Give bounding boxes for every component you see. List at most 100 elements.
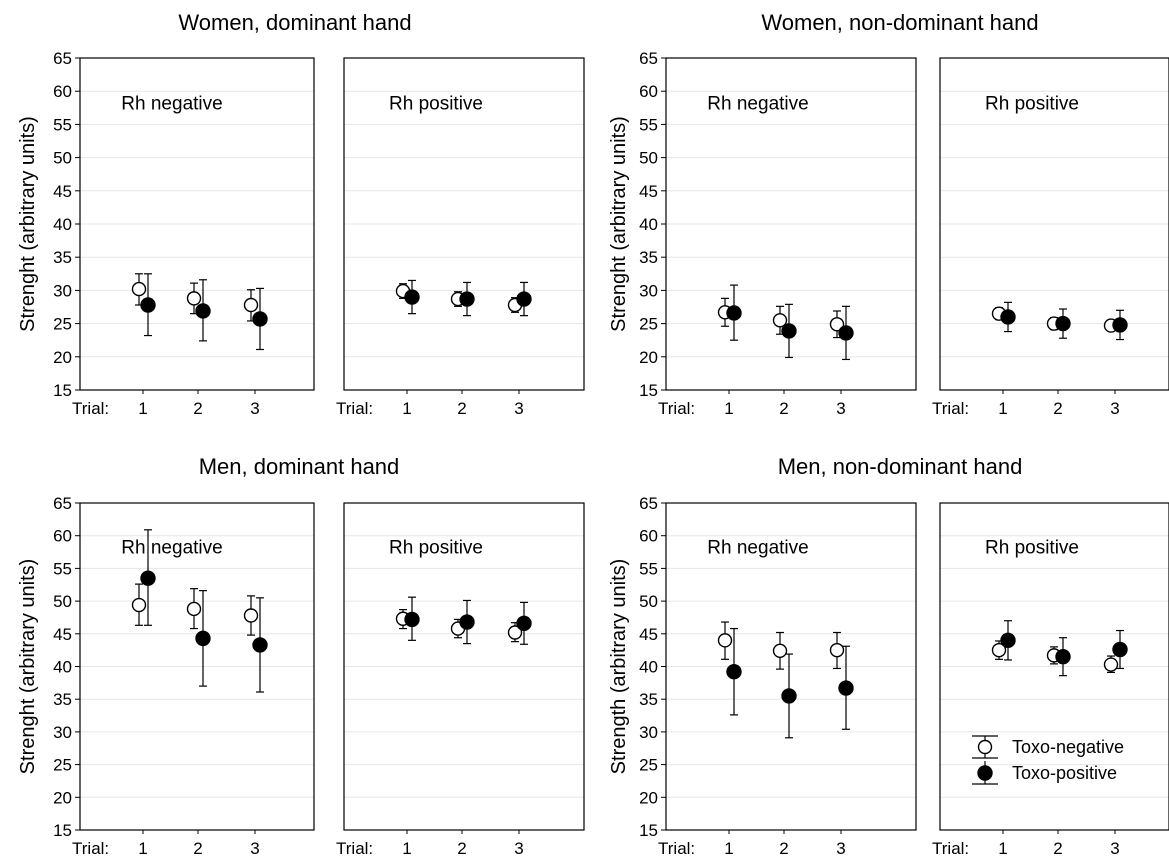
x-tick-label: 1 [138, 839, 147, 858]
y-tick-label: 20 [639, 788, 658, 807]
x-tick-label: 1 [998, 399, 1007, 418]
chart-group-4: Men, non-dominant hand Strength (arbitrar… [608, 454, 1169, 858]
data-point-toxo-positive [140, 297, 156, 313]
x-axis-prefix: Trial: [932, 839, 969, 858]
data-point-toxo-positive [252, 311, 268, 327]
y-tick-label: 35 [639, 690, 658, 709]
panel-rh-negative: Rh negative Trial: 1 2 3 [72, 502, 315, 858]
panel-label: Rh negative [707, 538, 808, 559]
chart-title: Men, non-dominant hand [778, 454, 1023, 479]
data-point-toxo-negative [186, 601, 202, 617]
y-tick-label: 50 [639, 149, 658, 168]
chart-group-2: Women, non-dominant hand Strenght (arbitr… [608, 10, 1169, 418]
panel-rh-positive: Rh positive Trial: 1 2 3 [336, 502, 585, 858]
chart-title: Women, non-dominant hand [761, 10, 1038, 35]
data-point-toxo-positive [726, 664, 742, 680]
y-tick-label: 35 [639, 248, 658, 267]
y-tick-label: 45 [639, 625, 658, 644]
y-tick-label: 45 [53, 625, 72, 644]
y-tick-label: 65 [53, 49, 72, 68]
y-tick-label: 20 [639, 348, 658, 367]
panel-frame [343, 57, 585, 391]
data-point-toxo-negative [772, 313, 788, 328]
x-tick-label: 1 [998, 839, 1007, 858]
x-tick-label: 2 [457, 399, 466, 418]
panel-label: Rh negative [121, 93, 222, 114]
legend-marker-toxo-negative [977, 739, 993, 755]
x-axis-prefix: Trial: [658, 839, 695, 858]
x-tick-label: 3 [514, 399, 523, 418]
panel-frame [939, 57, 1169, 391]
y-tick-label: 50 [53, 592, 72, 611]
panel-frame [79, 57, 315, 391]
y-tick-label: 40 [53, 215, 72, 234]
y-tick-label: 60 [639, 82, 658, 101]
data-point-toxo-negative [829, 317, 845, 332]
y-tick-label: 15 [639, 821, 658, 840]
y-tick-label: 65 [639, 49, 658, 68]
data-point-toxo-positive [516, 291, 532, 307]
data-point-toxo-positive [781, 688, 797, 704]
y-tick-label: 35 [53, 690, 72, 709]
panel-label: Rh positive [985, 538, 1079, 559]
x-tick-label: 2 [193, 399, 202, 418]
panel-frame [343, 502, 585, 831]
x-tick-label: 2 [193, 839, 202, 858]
x-tick-label: 2 [779, 399, 788, 418]
y-tick-label: 30 [53, 723, 72, 742]
panel-frame [665, 502, 917, 831]
data-point-toxo-negative [243, 297, 259, 313]
x-tick-label: 3 [514, 839, 523, 858]
data-point-toxo-positive [1112, 317, 1128, 333]
y-tick-label: 35 [53, 248, 72, 267]
panel-rh-positive: Rh positive Trial: 1 2 3 [932, 57, 1169, 418]
y-tick-label: 25 [53, 756, 72, 775]
data-point-toxo-negative [243, 608, 259, 623]
x-tick-label: 3 [836, 839, 845, 858]
panel-label: Rh positive [985, 93, 1079, 114]
data-point-toxo-positive [459, 614, 475, 630]
x-tick-label: 2 [779, 839, 788, 858]
x-tick-label: 3 [250, 839, 259, 858]
chart-title: Women, dominant hand [178, 10, 411, 35]
y-axis-label: Strenght (arbitrary units) [608, 116, 630, 332]
x-tick-label: 1 [138, 399, 147, 418]
x-tick-label: 3 [836, 399, 845, 418]
panel-frame [79, 502, 315, 831]
y-tick-label: 50 [53, 149, 72, 168]
x-tick-label: 2 [1053, 839, 1062, 858]
data-point-toxo-positive [838, 325, 854, 341]
chart-group-1: Women, dominant hand Strenght (arbitrary … [17, 10, 585, 418]
x-axis-prefix: Trial: [336, 399, 373, 418]
panel-label: Rh positive [389, 93, 483, 114]
y-tick-label: 30 [53, 281, 72, 300]
y-tick-label: 55 [639, 559, 658, 578]
y-tick-label: 55 [639, 115, 658, 134]
data-point-toxo-positive [252, 637, 268, 653]
y-tick-label: 30 [639, 723, 658, 742]
legend-marker-toxo-positive [977, 765, 993, 781]
data-point-toxo-positive [1055, 648, 1071, 665]
y-tick-label: 25 [53, 315, 72, 334]
panel-rh-negative: Rh negative Trial: 1 2 3 [658, 502, 917, 858]
y-tick-label: 25 [639, 756, 658, 775]
panel-rh-positive: Rh positive Trial: 1 2 3 [336, 57, 585, 418]
data-point-toxo-negative [991, 642, 1007, 658]
y-tick-label: 60 [53, 527, 72, 546]
legend-label-toxo-negative: Toxo-negative [1012, 737, 1124, 757]
y-tick-label: 60 [53, 82, 72, 101]
data-point-toxo-negative [131, 281, 147, 297]
chart-group-3: Men, dominant hand Strenght (arbitrary un… [17, 454, 585, 858]
data-point-toxo-negative [186, 291, 202, 306]
y-tick-label: 40 [639, 658, 658, 677]
x-axis-prefix: Trial: [932, 399, 969, 418]
panel-label: Rh negative [121, 538, 222, 559]
y-tick-label: 45 [639, 182, 658, 201]
data-point-toxo-positive [781, 323, 797, 339]
data-point-toxo-positive [1055, 315, 1071, 332]
x-tick-label: 2 [1053, 399, 1062, 418]
x-axis-prefix: Trial: [336, 839, 373, 858]
y-tick-label: 50 [639, 592, 658, 611]
x-tick-label: 1 [724, 839, 733, 858]
